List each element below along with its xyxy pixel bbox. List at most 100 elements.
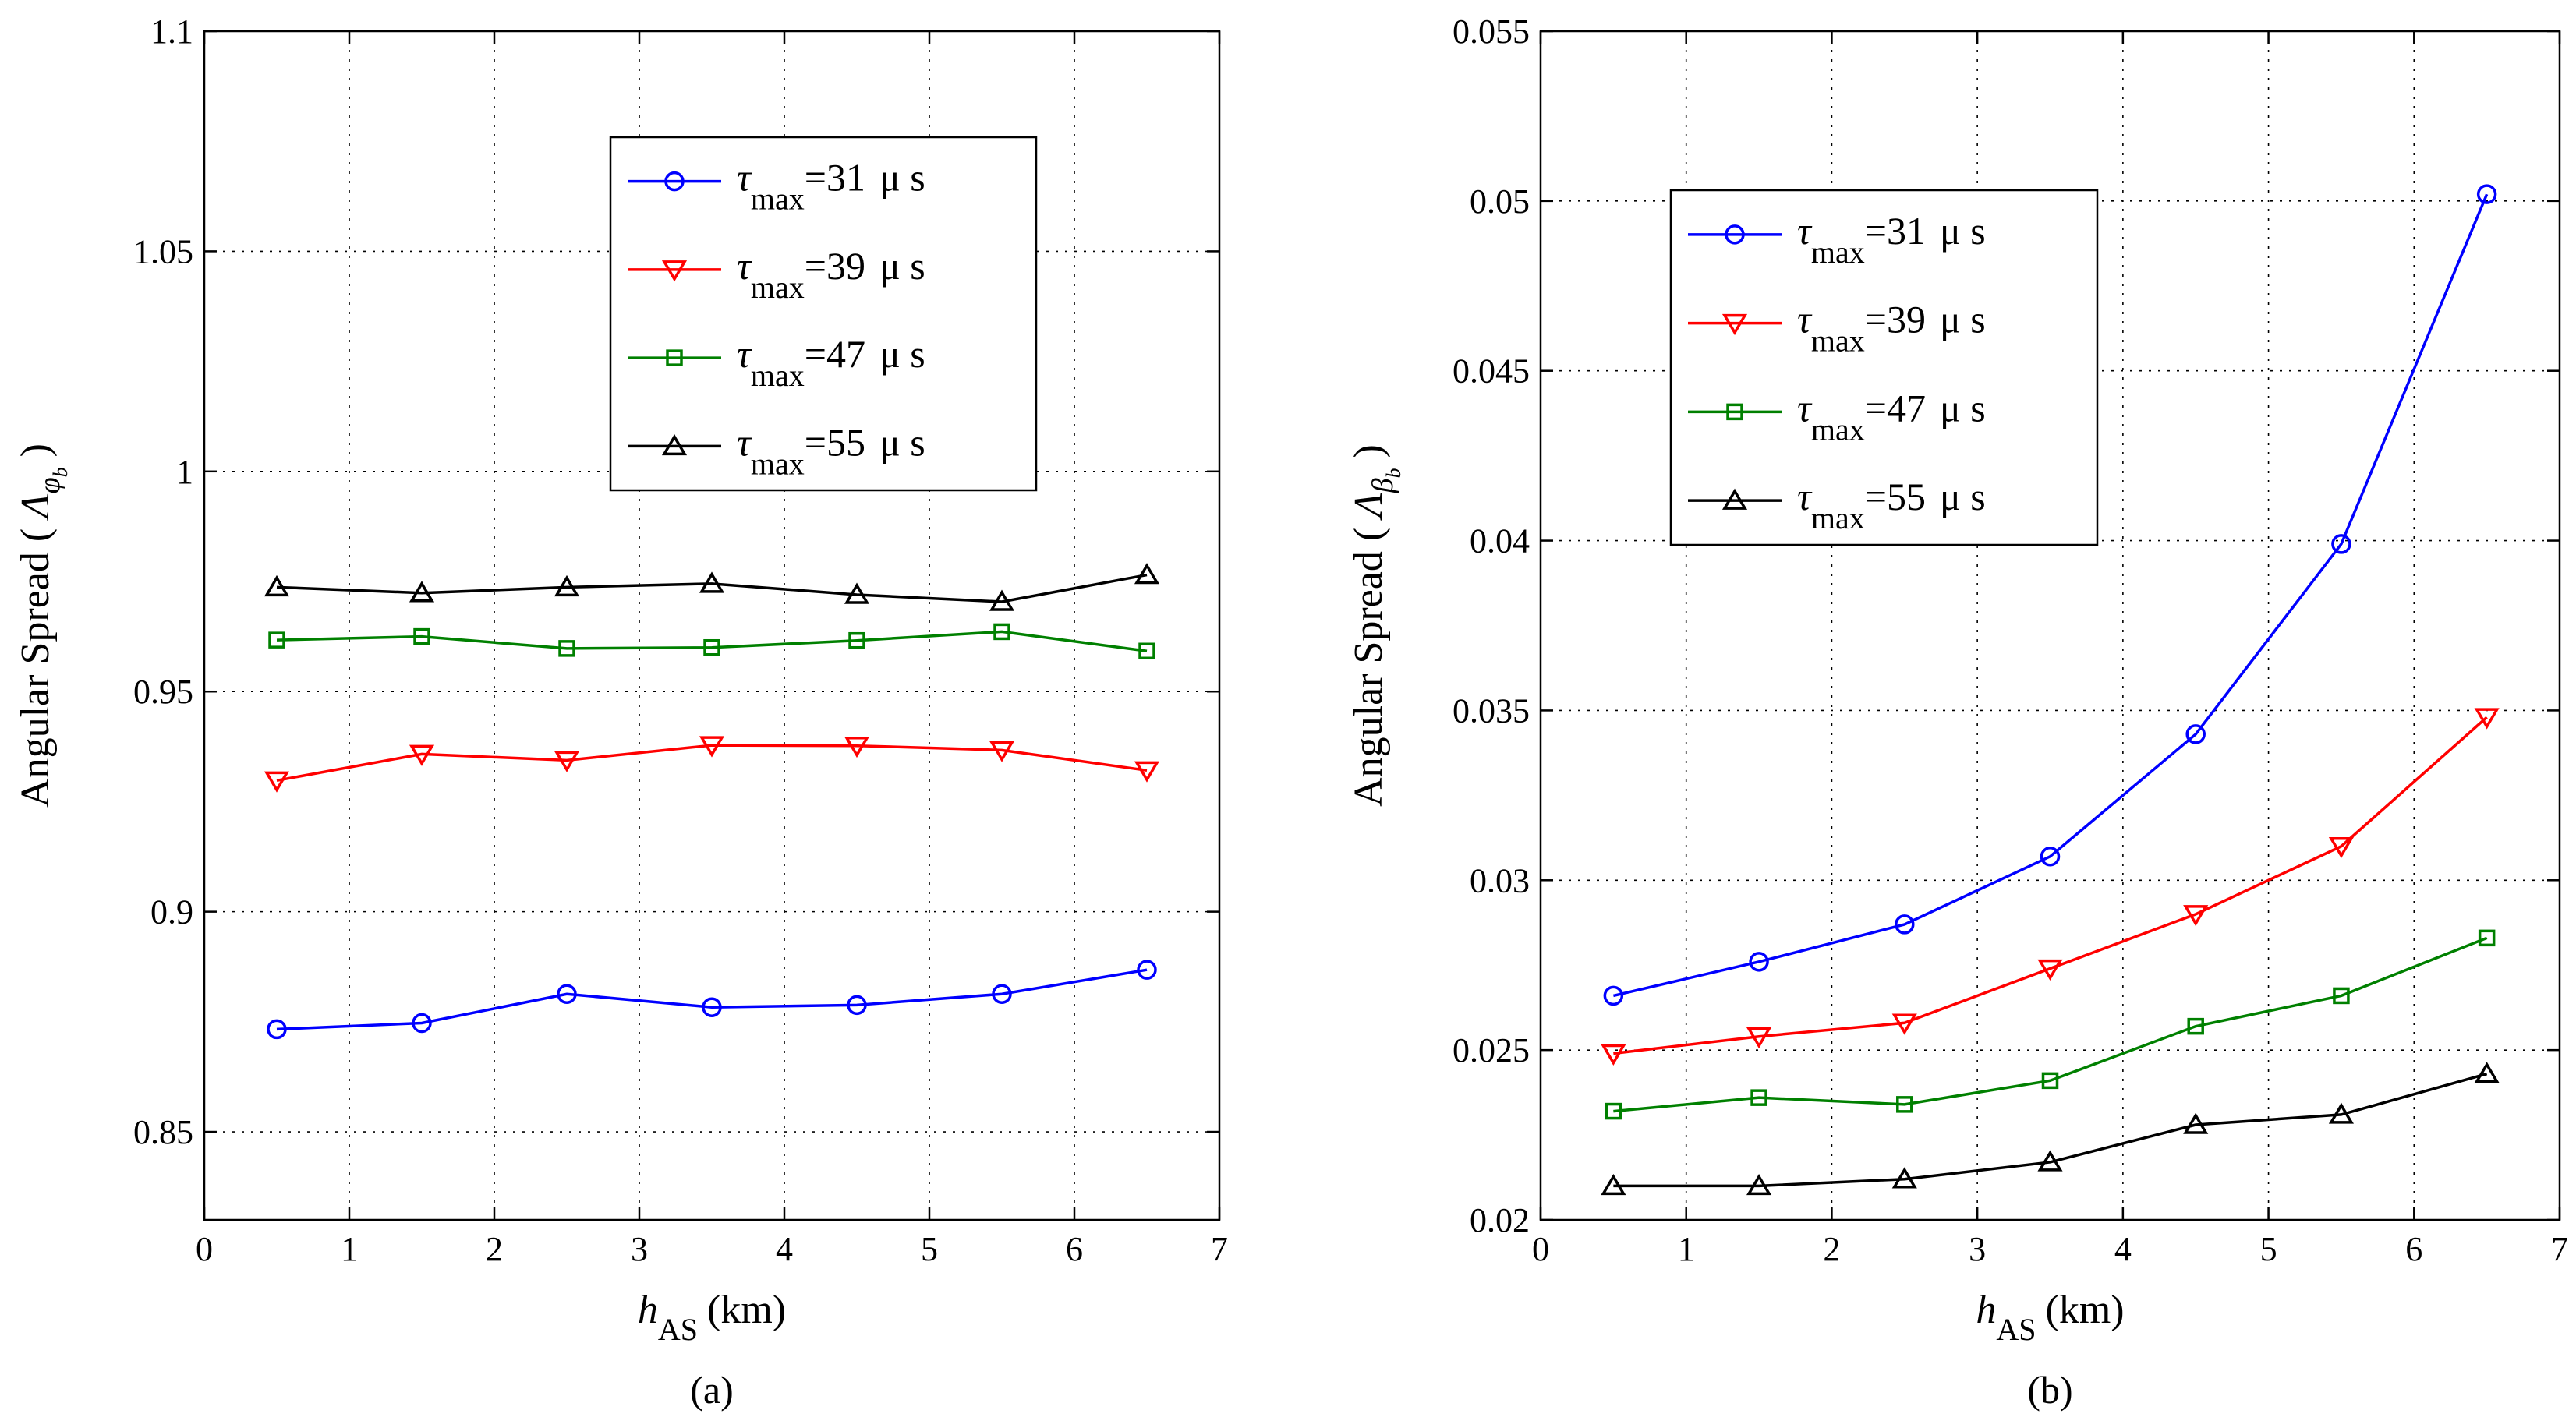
x-axis-label: hAS (km) [638,1288,786,1347]
data-point [1605,1102,1622,1120]
series-0 [1603,184,2497,1006]
legend-marker [666,349,683,366]
x-tick-label: 7 [1211,1230,1228,1268]
data-point [2331,534,2351,554]
legend-marker [661,433,688,456]
data-point [264,574,290,597]
axes-box [1539,30,2561,1221]
data-point [557,984,577,1004]
x-tick-label: 1 [1678,1230,1695,1268]
data-point [989,741,1015,762]
data-point [848,631,865,649]
series-line [1613,716,2488,1055]
series-2 [1605,929,2496,1120]
data-point [1601,1173,1626,1196]
y-tick-label: 0.02 [1470,1201,1530,1239]
data-point [2328,836,2354,859]
legend-label: τmax=31 μ s [737,156,925,217]
data-point [2476,184,2497,204]
series-line [276,630,1148,652]
x-tick-label: 1 [341,1230,358,1268]
series-0 [267,960,1157,1040]
legend: τmax=31 μ s τmax=39 μ s τmax=47 μ s τmax=55 μ s [1669,189,2099,546]
data-point [989,589,1015,611]
y-axis-label: Angular Spread ( Λβb ) [1346,444,1405,807]
data-point [699,571,725,593]
x-tick-label: 5 [2260,1230,2277,1268]
data-point [413,627,430,645]
x-tick-label: 4 [776,1230,793,1268]
data-point [2040,847,2061,867]
data-point [412,1013,432,1034]
data-point [993,623,1010,641]
data-point [1134,563,1160,585]
chart-b: 0 1 2 3 4 5 6 7 0.02 0.025 0.03 0.035 0.04 0.045 0.05 0… [1346,12,2568,1412]
data-point [703,638,720,656]
y-tick-label: 0.045 [1453,352,1530,391]
data-point [2478,929,2496,947]
data-point [558,640,575,657]
x-tick-label: 7 [2551,1230,2568,1268]
x-tick-label: 5 [921,1230,938,1268]
data-point [1134,761,1160,783]
data-point [1746,1027,1772,1049]
y-tick-label: 1.05 [133,232,193,270]
x-tick-label: 2 [1823,1230,1840,1268]
data-point [2474,708,2500,730]
legend-label: τmax=39 μ s [1797,298,1986,359]
x-tick-label: 0 [1532,1230,1549,1268]
data-point [268,631,285,649]
y-tick-label: 1 [176,453,193,491]
data-point [2041,1072,2059,1090]
legend-label: τmax=55 μ s [737,420,925,481]
data-point [1603,985,1624,1006]
legend-box [609,136,1038,492]
legend-entry: τmax=39 μ s [628,244,925,305]
x-tick-label: 3 [631,1230,648,1268]
series-line [276,968,1148,1031]
series-3 [1601,1062,2500,1196]
series-line [1612,193,2489,998]
data-point [2474,1062,2500,1083]
data-point [702,997,722,1017]
series-1 [264,736,1160,793]
legend-entry: τmax=47 μ s [628,332,925,393]
legend-entry: τmax=31 μ s [1688,209,1986,270]
data-point [2328,1102,2354,1124]
data-point [1746,1173,1772,1196]
legend-label: τmax=47 μ s [737,332,925,393]
legend-marker [664,171,685,192]
legend-entry: τmax=55 μ s [628,420,925,481]
legend-marker [1721,313,1748,336]
data-point [1896,1096,1913,1113]
data-point [554,574,580,597]
y-tick-label: 0.035 [1453,691,1530,730]
x-tick-label: 3 [1969,1230,1986,1268]
x-axis-label: hAS (km) [1976,1288,2124,1347]
data-point [1891,1013,1917,1035]
y-axis-label: Angular Spread ( Λφb ) [13,444,72,808]
legend-entry: τmax=47 μ s [1688,386,1986,447]
legend-box [1669,189,2099,546]
axes-box [203,30,1221,1221]
chart-caption: (a) [690,1368,734,1412]
y-tick-label: 0.025 [1453,1031,1530,1069]
data-point [2333,987,2350,1005]
x-tick-label: 0 [196,1230,213,1268]
data-point [2183,1112,2209,1134]
y-tick-label: 1.1 [150,12,193,51]
data-point [2037,1150,2063,1172]
series-3 [264,563,1160,611]
legend-entry: τmax=39 μ s [1688,298,1986,359]
data-point [1601,1044,1626,1066]
series-1 [1601,708,2500,1066]
data-point [1895,914,1915,935]
x-tick-label: 2 [486,1230,503,1268]
x-tick-label: 4 [2114,1230,2132,1268]
data-point [1891,1167,1917,1189]
legend-entry: τmax=55 μ s [1688,475,1986,536]
data-point [554,751,580,772]
data-point [2185,724,2206,744]
y-tick-label: 0.95 [133,673,193,711]
